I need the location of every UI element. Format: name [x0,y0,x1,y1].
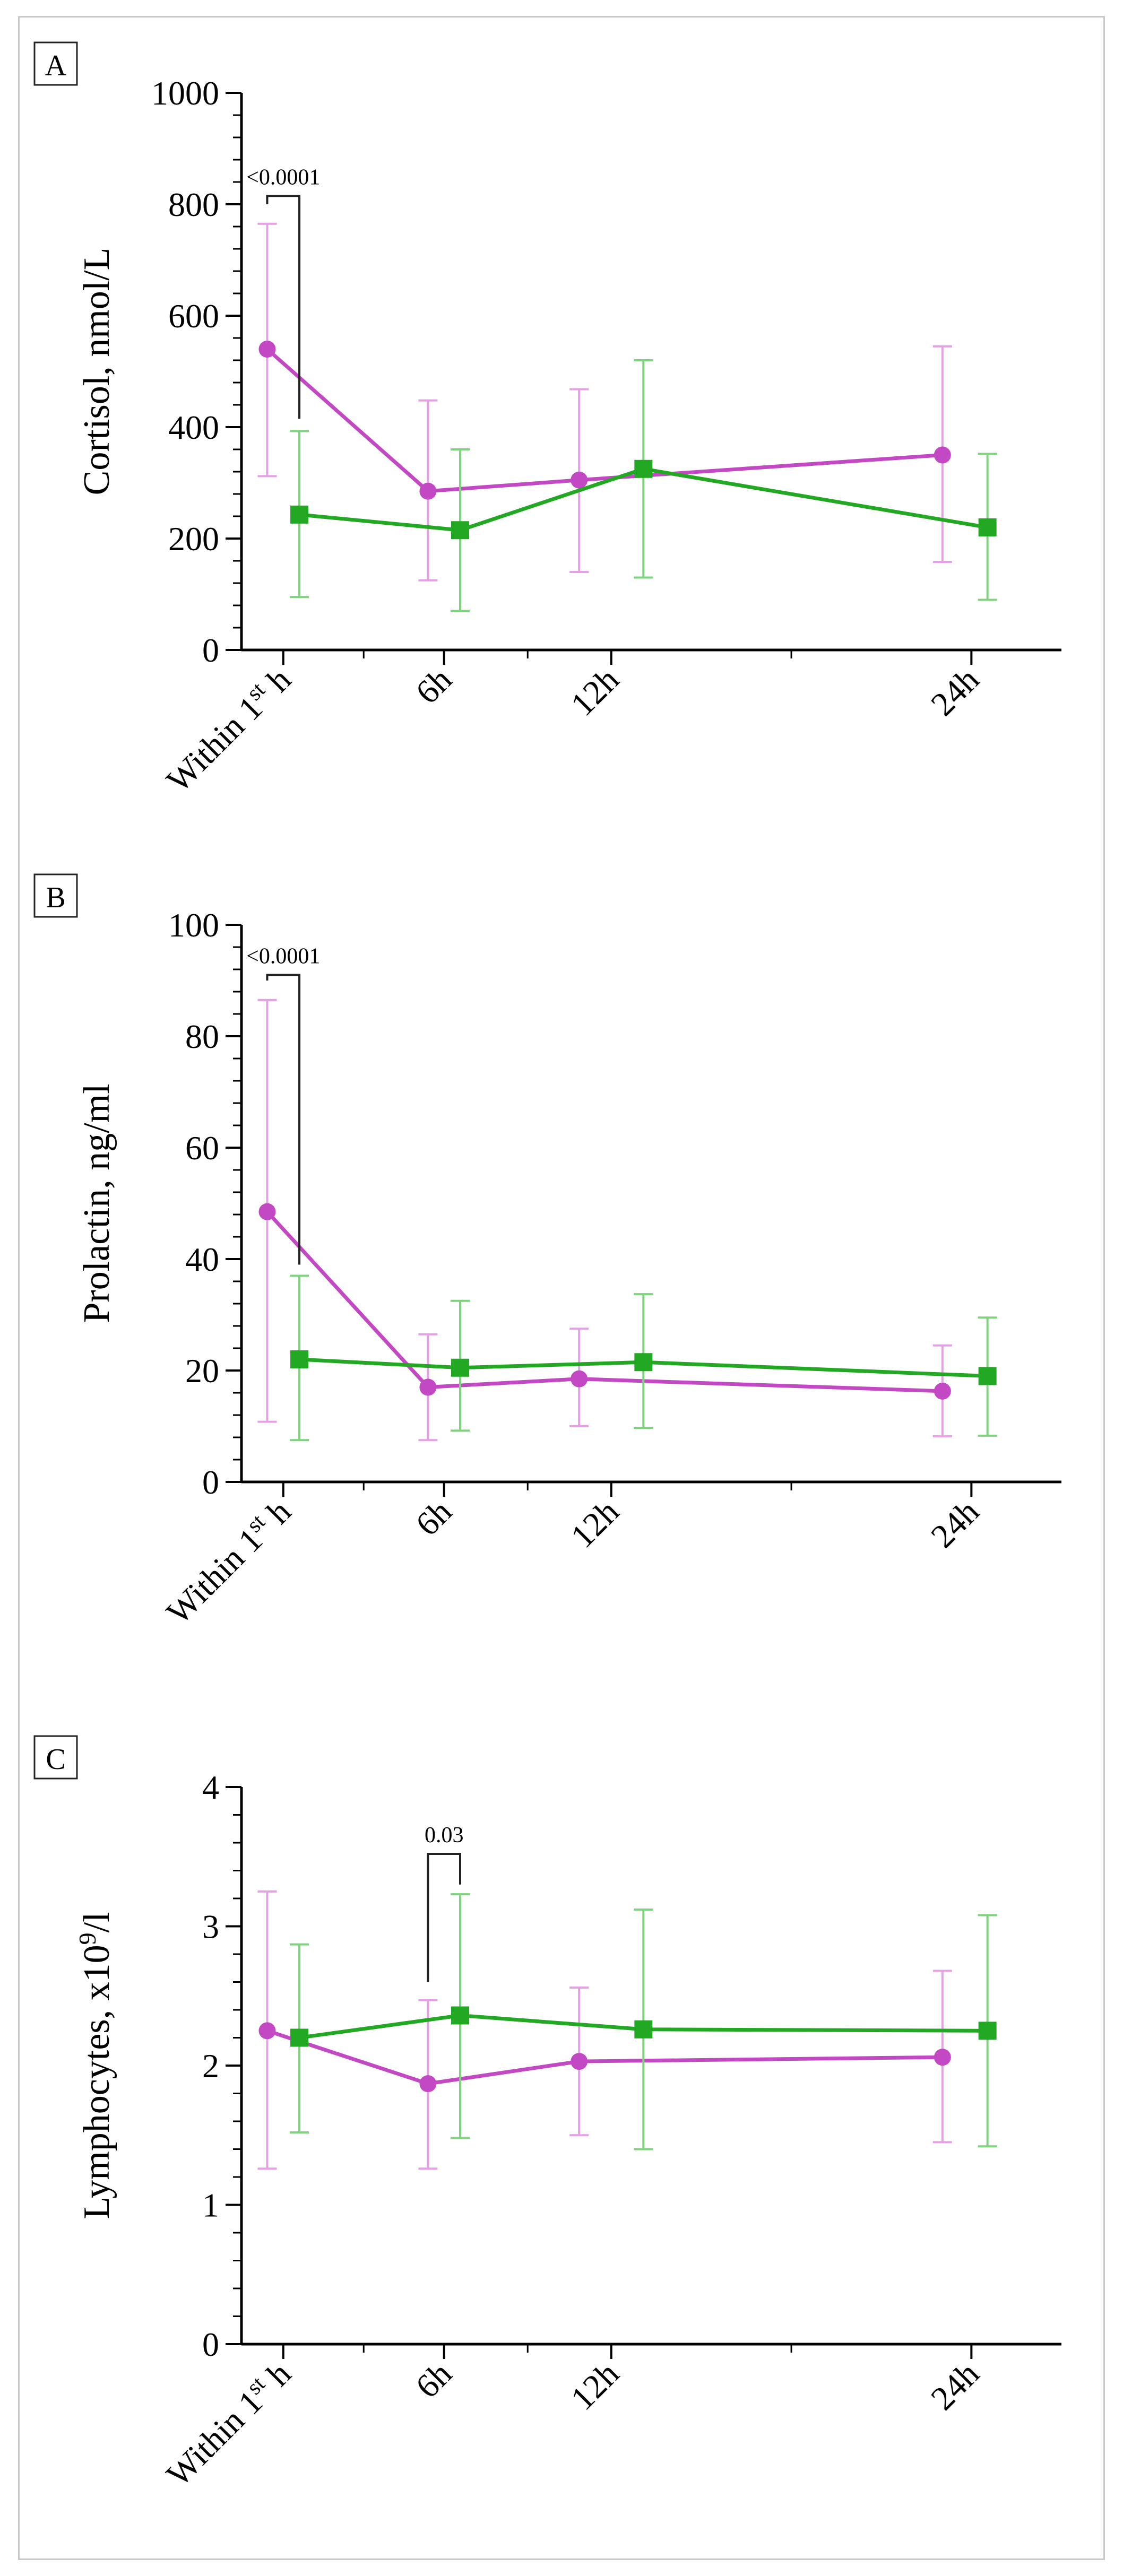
series-line [266,348,943,493]
y-tick-label: 1000 [151,74,219,112]
y-tick-label: 0 [202,631,219,669]
data-point-circle [571,2053,588,2070]
x-tick-label: 24h [923,661,986,723]
y-tick-label: 400 [168,409,219,446]
data-point-square [634,459,653,478]
x-tick-label: Within 1st h [158,1491,298,1631]
data-point-square [451,2006,469,2025]
y-tick-label: 4 [202,1768,219,1806]
data-point-square [451,1358,469,1377]
x-tick-label: 12h [564,1493,626,1555]
data-point-circle [934,446,951,464]
significance-label: 0.03 [425,1823,464,1848]
series-line [299,1357,988,1378]
x-tick-label: Within 1st h [158,2354,298,2493]
y-tick-label: 60 [185,1129,219,1167]
x-tick-label: 12h [564,661,626,723]
series-line [266,2029,943,2086]
significance-bracket [266,195,301,419]
data-point-circle [934,1382,951,1400]
data-point-circle [571,471,588,489]
data-point-circle [571,1370,588,1387]
x-tick-label: Within 1st h [158,660,298,799]
y-tick-label: 200 [168,520,219,558]
y-axis-label: Lymphocytes, x109/l [74,1912,118,2219]
y-tick-label: 80 [185,1018,219,1055]
data-point-square [978,518,997,536]
series-1 [257,999,952,1442]
x-tick-label: 6h [408,1493,459,1543]
data-point-square [290,505,309,524]
data-point-circle [419,482,437,500]
y-tick-label: 100 [168,906,219,944]
panel-label-box [33,873,78,918]
panel-c: C 0 1 2 3 4 Within 1st h 6h 12h 24h Lymphocytes, x… [33,1735,1061,2493]
y-axis-label: Prolactin, ng/ml [76,1083,117,1323]
series-2 [290,1274,997,1442]
significance-bracket [427,1853,461,1982]
panel-label: C [46,1743,65,1776]
x-tick-label: 12h [564,2355,626,2417]
y-tick-label: 0 [202,2326,219,2363]
panel-label-box [33,41,78,86]
data-point-circle [419,1378,437,1396]
y-tick-label: 40 [185,1241,219,1278]
y-tick-label: 600 [168,297,219,335]
panel-label: A [45,49,67,82]
significance-bracket [266,974,301,1265]
series-1 [257,1890,952,2170]
series-2 [290,359,997,612]
data-point-circle [419,2075,437,2093]
y-axis-label-suffix: /l [76,1912,117,1932]
figure-frame [18,16,1105,2560]
y-tick-label: 2 [202,2047,219,2085]
data-point-circle [258,1203,276,1220]
data-point-square [978,1367,997,1385]
significance-label: <0.0001 [246,165,320,189]
y-tick-label: 1 [202,2187,219,2224]
data-point-square [451,521,469,540]
data-point-circle [258,341,276,358]
data-point-circle [258,2022,276,2040]
y-tick-label: 20 [185,1352,219,1390]
panel-a: A 0 200 400 600 800 1000 Within 1st h 6h 12h 24h Co… [33,41,1061,799]
panel-b: B 0 20 40 60 80 100 Within 1st h 6h 12h 24h Prolact… [33,873,1061,1631]
data-point-square [634,1353,653,1372]
data-point-square [634,2020,653,2039]
data-point-square [290,1350,309,1368]
data-point-square [978,2022,997,2040]
panel-label-box [33,1735,78,1780]
y-axis-label-sup: 9 [74,1932,101,1945]
x-tick-label: 24h [923,2355,986,2417]
y-tick-label: 0 [202,1463,219,1501]
x-tick-label: 24h [923,1493,986,1555]
series-line [299,467,988,532]
significance-label: <0.0001 [246,944,320,969]
data-point-square [290,2028,309,2047]
series-1 [257,222,952,582]
series-line [265,1210,943,1393]
x-tick-label: 6h [408,2355,459,2405]
y-tick-label: 800 [168,186,219,223]
y-tick-label: 3 [202,1908,219,1946]
data-point-circle [934,2049,951,2066]
y-axis-label: Cortisol, nmol/L [76,248,117,496]
series-2 [290,1893,997,2150]
panel-label: B [46,881,65,914]
series-line [299,2013,988,2040]
x-tick-label: 6h [408,661,459,711]
